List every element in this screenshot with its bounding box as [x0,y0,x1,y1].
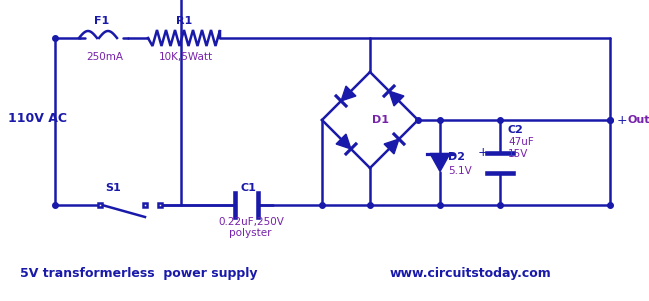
Text: D2: D2 [448,153,465,163]
Text: www.circuitstoday.com: www.circuitstoday.com [390,267,552,280]
Text: +: + [617,113,628,126]
Text: D1: D1 [372,115,389,125]
Polygon shape [341,86,356,101]
Text: R1: R1 [176,16,192,26]
Text: 5V transformerless  power supply: 5V transformerless power supply [20,267,258,280]
Text: Output: Output [627,115,649,125]
Bar [98,203,102,207]
Polygon shape [430,154,450,172]
Text: F1: F1 [94,16,109,26]
Bar [158,203,162,207]
Text: C2: C2 [508,125,524,135]
Text: 0.22uF,250V: 0.22uF,250V [219,217,284,227]
Text: C1: C1 [241,183,256,193]
Polygon shape [336,134,351,149]
Bar [143,203,147,207]
Text: 5.1V: 5.1V [448,166,472,175]
Polygon shape [389,91,404,106]
Text: 250mA: 250mA [86,52,123,62]
Polygon shape [384,139,399,154]
Text: 47uF: 47uF [508,137,533,147]
Text: 15V: 15V [508,149,528,159]
Text: 10K,5Watt: 10K,5Watt [159,52,213,62]
Text: +: + [478,146,489,159]
Text: 110V AC: 110V AC [8,111,67,125]
Text: S1: S1 [105,183,121,193]
Text: polyster: polyster [228,228,271,238]
